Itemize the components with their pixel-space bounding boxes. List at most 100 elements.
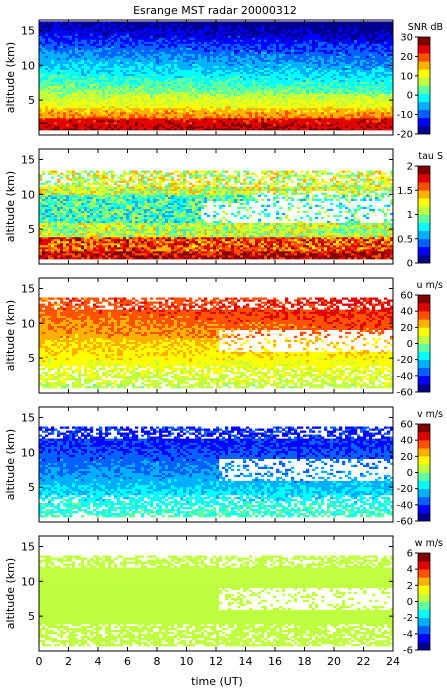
heatmap-cell [63,45,67,48]
heatmap-cell [303,77,307,81]
heatmap-cell [159,87,163,91]
heatmap-cell [237,53,241,56]
heatmap-cell [84,51,88,54]
heatmap-cell [183,55,187,58]
heatmap-cell [252,128,256,131]
heatmap-cell [69,87,73,91]
heatmap-cell [174,25,178,28]
heatmap-cell [96,63,100,66]
heatmap-cell [219,39,223,42]
heatmap-cell [219,120,223,123]
heatmap-cell [126,128,130,131]
heatmap-cell [291,23,295,26]
heatmap-cell [297,37,301,40]
heatmap-cell [264,37,268,40]
heatmap-cell [162,89,166,93]
heatmap-cell [60,55,64,58]
heatmap-cell [108,51,112,54]
heatmap-cell [99,61,103,64]
heatmap-cell [99,65,103,68]
heatmap-cell [228,61,232,64]
heatmap-cell [213,99,217,103]
heatmap-cell [252,87,256,91]
heatmap-cell [129,77,133,81]
heatmap-cell [180,91,184,95]
heatmap-cell [87,65,91,68]
heatmap-cell [159,67,163,70]
heatmap-cell [66,103,70,107]
heatmap-cell [264,73,268,76]
heatmap-cell [270,33,274,36]
heatmap-cell [78,63,82,66]
heatmap-cell [75,120,79,123]
heatmap-cell [93,25,97,28]
heatmap-cell [279,126,283,129]
heatmap-cell [66,95,70,99]
heatmap-cell [72,118,76,121]
heatmap-cell [276,31,280,34]
heatmap-cell [54,77,58,81]
heatmap-cell [114,93,118,97]
heatmap-cell [237,55,241,58]
heatmap-cell [255,57,259,60]
heatmap-cell [177,75,181,79]
heatmap-cell [255,107,259,111]
heatmap-cell [138,53,142,56]
heatmap-cell [162,31,166,34]
heatmap-cell [216,118,220,121]
heatmap-cell [108,126,112,129]
heatmap-cell [300,118,304,121]
heatmap-cell [183,35,187,38]
heatmap-cell [309,41,313,44]
heatmap-cell [60,101,64,105]
heatmap-cell [132,122,136,125]
heatmap-cell [159,47,163,50]
heatmap-cell [87,105,91,109]
heatmap-cell [201,93,205,97]
heatmap-cell [180,109,184,113]
heatmap-cell [186,25,190,28]
heatmap-cell [84,112,88,115]
heatmap-cell [132,75,136,79]
heatmap-cell [102,116,106,119]
heatmap-cell [141,116,145,119]
heatmap-cell [60,51,64,54]
heatmap-cell [111,120,115,123]
heatmap-cell [138,65,142,68]
heatmap-cell [144,43,148,46]
heatmap-cell [273,39,277,42]
heatmap-cell [150,101,154,105]
heatmap-cell [66,69,70,72]
heatmap-cell [162,77,166,81]
heatmap-cell [306,41,310,44]
heatmap-cell [39,87,43,91]
heatmap-cell [72,29,76,32]
heatmap-cell [135,61,139,64]
heatmap-cell [219,124,223,127]
heatmap-cell [183,87,187,91]
heatmap-cell [243,43,247,46]
heatmap-cell [147,55,151,58]
heatmap-cell [84,43,88,46]
heatmap-cell [216,83,220,87]
heatmap-cell [63,81,67,85]
heatmap-cell [93,29,97,32]
heatmap-cell [300,25,304,28]
heatmap-cell [243,122,247,125]
heatmap-cell [312,59,316,62]
heatmap-cell [144,33,148,36]
heatmap-cell [63,65,67,68]
heatmap-cell [222,93,226,97]
heatmap-cell [126,124,130,127]
heatmap-cell [279,99,283,103]
heatmap-cell [210,39,214,42]
heatmap-cell [42,67,46,70]
heatmap-cell [288,61,292,64]
heatmap-cell [195,63,199,66]
heatmap-cell [213,118,217,121]
heatmap-cell [48,91,52,95]
heatmap-cell [153,124,157,127]
heatmap-cell [45,124,49,127]
heatmap-cell [168,89,172,93]
heatmap-cell [315,120,319,123]
